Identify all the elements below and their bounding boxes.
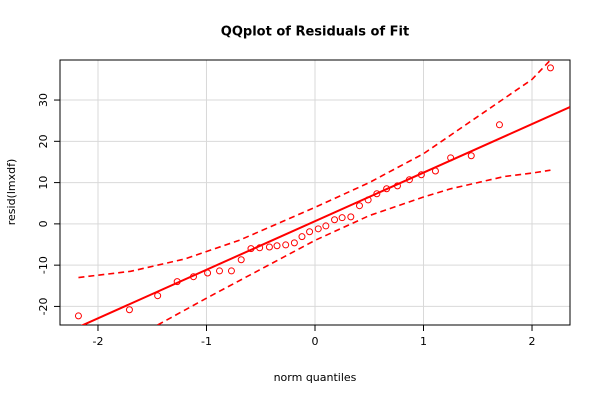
point [265, 243, 273, 251]
point [216, 267, 224, 275]
y-tick-label: 0 [37, 220, 50, 227]
point [273, 242, 281, 250]
plot-frame [59, 59, 571, 326]
x-tick-label: -2 [92, 335, 103, 348]
chart-title: QQplot of Residuals of Fit [221, 25, 409, 40]
point [125, 306, 133, 314]
y-axis-label: resid(lmxdf) [5, 159, 18, 226]
point [314, 225, 322, 233]
x-tick-label: 0 [312, 335, 319, 348]
point [347, 213, 355, 221]
y-tick-label: -10 [37, 256, 50, 274]
point [237, 256, 245, 264]
x-tick-label: 1 [420, 335, 427, 348]
y-tick-label: 30 [37, 93, 50, 107]
point [306, 228, 314, 236]
y-tick-label: -20 [37, 297, 50, 315]
point [298, 233, 306, 241]
point [282, 241, 290, 249]
point [338, 214, 346, 222]
point [373, 190, 381, 198]
fit-line [80, 106, 570, 325]
envelope-line [78, 60, 552, 279]
point [355, 202, 363, 210]
x-axis-label: norm quantiles [274, 371, 357, 384]
point [331, 216, 339, 224]
point [322, 222, 330, 230]
x-tick-label: 2 [529, 335, 536, 348]
plot-area [74, 60, 570, 325]
y-tick-label: 20 [37, 134, 50, 148]
point [290, 239, 298, 247]
y-tick-label: 10 [37, 176, 50, 190]
point [227, 267, 235, 275]
envelope-line [157, 169, 551, 325]
point [74, 312, 82, 320]
x-tick-label: -1 [201, 335, 212, 348]
point [467, 152, 475, 160]
point [546, 64, 554, 72]
point [495, 121, 503, 129]
